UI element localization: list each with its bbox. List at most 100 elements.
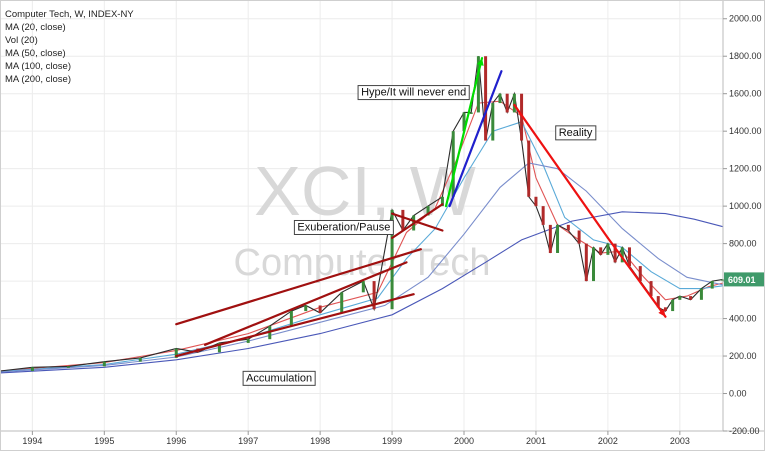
price-candle	[606, 243, 610, 255]
y-tick-label: 1600.00	[729, 89, 762, 99]
x-tick-label: 1995	[94, 436, 114, 446]
trend-line	[606, 236, 667, 318]
price-candle	[620, 247, 624, 263]
y-tick-label: 2000.00	[729, 14, 762, 24]
y-tick-label: 800.00	[729, 239, 757, 249]
price-candle	[318, 305, 322, 313]
price-candle	[663, 307, 667, 312]
price-candle	[534, 196, 538, 207]
price-candle	[361, 281, 365, 293]
x-tick-label: 2001	[526, 436, 546, 446]
legend-item: MA (50, close)	[5, 48, 66, 59]
annotation-label: Hype/It will never end	[361, 87, 466, 99]
watermark: XCI, W Computer Tech	[234, 152, 491, 284]
ma-line	[0, 100, 724, 372]
price-candle	[689, 296, 693, 300]
watermark-symbol: XCI, W	[254, 152, 476, 230]
price-candle	[451, 131, 455, 197]
price-candle	[491, 103, 495, 141]
annotation: Exuberation/Pause	[293, 219, 394, 235]
trend-line	[175, 248, 422, 326]
y-tick-label: 200.00	[729, 351, 757, 361]
price-candle	[556, 224, 560, 253]
price-candle	[527, 140, 531, 197]
price-candle	[678, 296, 682, 300]
price-candle	[627, 247, 631, 267]
price-candle	[440, 196, 444, 207]
price-candle	[340, 292, 344, 313]
annotation: Reality	[555, 125, 597, 141]
annotation: Accumulation	[242, 370, 316, 386]
price-candle	[649, 281, 653, 297]
price-candle	[671, 299, 675, 312]
price-candle	[372, 281, 376, 310]
x-tick-label: 2002	[598, 436, 618, 446]
x-axis-ticks: 1994 1995 1996 1997 1998 1999 2000 2001 2002 2003	[22, 431, 690, 446]
price-candle	[66, 366, 70, 368]
price-candle	[102, 361, 106, 367]
legend-item: MA (200, close)	[5, 74, 71, 85]
x-tick-label: 1997	[238, 436, 258, 446]
last-price-tag: 609.01	[724, 272, 764, 287]
x-tick-label: 1994	[22, 436, 42, 446]
price-candle	[577, 230, 581, 244]
price-candle	[462, 112, 466, 132]
legend-item: MA (20, close)	[5, 22, 66, 33]
trend-lines	[175, 56, 667, 358]
y-tick-label: 1800.00	[729, 51, 762, 61]
price-candle	[426, 206, 430, 216]
x-tick-label: 1999	[382, 436, 402, 446]
price-candle	[520, 93, 524, 141]
price-candle	[469, 112, 473, 114]
price-candle	[512, 93, 516, 113]
trend-line	[203, 261, 408, 346]
x-tick-label: 2000	[454, 436, 474, 446]
ma-line	[0, 162, 724, 373]
legend-item: Vol (20)	[5, 35, 38, 46]
annotation-box	[357, 85, 470, 101]
legend-item: MA (100, close)	[5, 61, 71, 72]
ma-line	[0, 211, 724, 374]
y-tick-label: -200.00	[729, 426, 760, 436]
price-candle	[401, 209, 405, 231]
price-candle	[541, 206, 545, 225]
annotation-label: Reality	[559, 127, 593, 139]
annotations: Hype/It will never end Reality Exuberation…	[242, 85, 597, 386]
y-tick-label: 1400.00	[729, 126, 762, 136]
price-candle	[566, 224, 570, 231]
price-candle	[599, 247, 603, 255]
y-tick-label: 1000.00	[729, 201, 762, 211]
trend-line	[444, 56, 484, 208]
price-candle	[505, 93, 509, 113]
annotation-label: Exuberation/Pause	[297, 221, 390, 233]
price-candle	[30, 367, 34, 372]
annotation-label: Accumulation	[246, 372, 312, 384]
annotation-box	[555, 125, 597, 141]
legend: Computer Tech, W, INDEX-NY MA (20, close…	[5, 9, 134, 85]
price-candle	[498, 93, 502, 104]
x-tick-label: 2003	[670, 436, 690, 446]
price-candle	[476, 56, 480, 113]
trend-line	[175, 293, 415, 358]
trend-line	[513, 103, 609, 240]
x-tick-label: 1996	[166, 436, 186, 446]
watermark-name: Computer Tech	[234, 242, 491, 284]
price-candle	[390, 209, 394, 310]
trend-line	[448, 70, 503, 208]
price-candle	[699, 288, 703, 300]
y-tick-label: 400.00	[729, 314, 757, 324]
price-candle	[246, 339, 250, 343]
price-candle	[592, 247, 596, 282]
trend-line	[390, 203, 444, 240]
trend-arrowhead	[658, 308, 666, 317]
price-candle	[548, 224, 552, 253]
price-candle	[613, 243, 617, 263]
annotation: Hype/It will never end	[357, 85, 470, 101]
price-candle	[584, 243, 588, 282]
x-tick-label: 1998	[310, 436, 330, 446]
last-price-label: 609.01	[728, 275, 756, 285]
price-candle	[638, 266, 642, 282]
y-tick-label: 1200.00	[729, 164, 762, 174]
